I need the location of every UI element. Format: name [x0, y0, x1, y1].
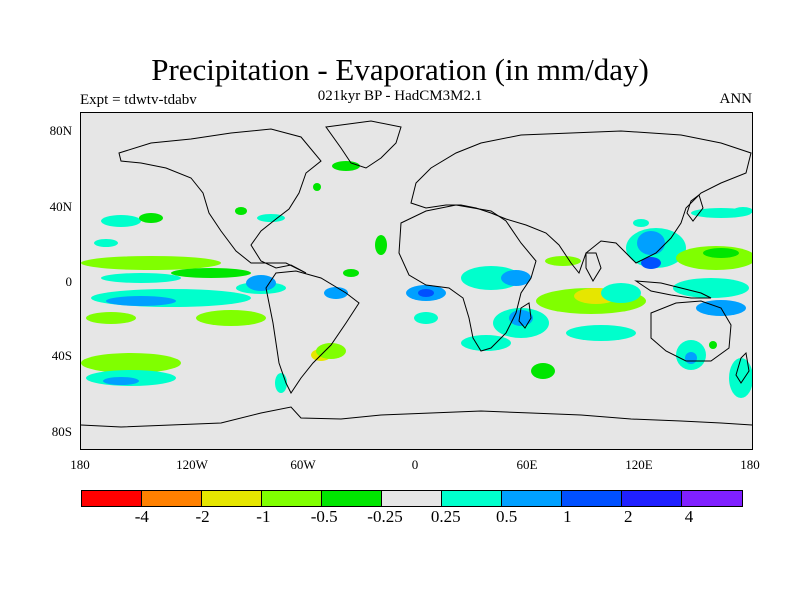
- colorbar-label: -0.5: [310, 507, 338, 526]
- australia-coast: [650, 300, 732, 362]
- colorbar-swatch: [262, 491, 322, 506]
- anomaly-patch: [729, 358, 752, 398]
- anomaly-patch: [246, 275, 276, 291]
- map-canvas: [81, 120, 752, 428]
- lon-label: 180: [70, 457, 90, 472]
- anomaly-patch: [171, 268, 251, 278]
- anomaly-patch: [375, 235, 387, 255]
- anomaly-patch: [235, 207, 247, 215]
- anomaly-patch: [81, 353, 181, 373]
- colorbar: [81, 490, 743, 507]
- lon-label: 60W: [290, 457, 316, 472]
- anomaly-patch: [414, 312, 438, 324]
- greenland-coast: [325, 120, 402, 169]
- experiment-label: Expt = tdwtv-tdabv: [80, 92, 197, 108]
- anomaly-patch: [637, 231, 665, 255]
- anomaly-patch: [257, 214, 285, 222]
- india-peninsula: [585, 252, 602, 283]
- lon-label: 0: [411, 457, 419, 472]
- anomaly-patch: [703, 248, 739, 258]
- chart-title: Precipitation - Evaporation (in mm/day): [151, 52, 649, 87]
- lat-label: 80S: [51, 424, 72, 439]
- lat-label: 0: [65, 274, 73, 289]
- madagascar-coast: [518, 302, 532, 329]
- colorbar-swatch: [202, 491, 262, 506]
- anomaly-patch: [101, 273, 181, 283]
- lon-label: 60E: [516, 457, 538, 472]
- japan-coast: [686, 194, 704, 222]
- lon-label: 120E: [625, 457, 653, 472]
- chart-subtitle: 021kyr BP - HadCM3M2.1: [317, 88, 483, 104]
- colorbar-label: 0.25: [430, 507, 461, 526]
- anomaly-patch: [313, 183, 321, 191]
- colorbar-label: 1: [563, 507, 572, 526]
- anomaly-patch: [709, 341, 717, 349]
- indonesia-coast: [634, 280, 712, 299]
- colorbar-swatch: [562, 491, 622, 506]
- anomaly-patch: [418, 289, 434, 297]
- anomaly-patch: [461, 266, 521, 290]
- colorbar-label: 0.5: [495, 507, 518, 526]
- anomaly-patch: [101, 215, 141, 227]
- anomaly-patch: [641, 257, 661, 269]
- south-america-coast: [265, 270, 360, 394]
- colorbar-label: -1: [256, 507, 271, 526]
- anomaly-patch: [566, 325, 636, 341]
- antarctica-coast: [81, 406, 752, 428]
- anomaly-patch: [685, 352, 697, 364]
- anomaly-patch: [94, 239, 118, 247]
- new-zealand-coast: [735, 351, 750, 384]
- anomaly-patch: [81, 256, 221, 270]
- anomaly-patch: [106, 296, 176, 306]
- colorbar-label: 2: [623, 507, 633, 526]
- colorbar-swatch: [502, 491, 562, 506]
- colorbar-swatch: [322, 491, 382, 506]
- lon-label: 120W: [176, 457, 208, 472]
- colorbar-swatch: [442, 491, 502, 506]
- anomaly-patch: [545, 256, 581, 266]
- colorbar-label: -2: [195, 507, 210, 526]
- colorbar-swatch: [622, 491, 682, 506]
- colorbar-swatch: [82, 491, 142, 506]
- anomaly-patch: [86, 312, 136, 324]
- colorbar-swatch: [682, 491, 742, 506]
- anomaly-patch: [673, 278, 749, 298]
- anomaly-patch: [196, 310, 266, 326]
- map-panel: [80, 112, 753, 450]
- colorbar-label: 4: [684, 507, 694, 526]
- anomaly-patch: [103, 377, 139, 385]
- colorbar-swatch: [382, 491, 442, 506]
- colorbar-label: -0.25: [367, 507, 403, 526]
- coastlines: [81, 120, 752, 428]
- season-label: ANN: [719, 91, 753, 107]
- lat-label: 40N: [49, 199, 72, 214]
- anomaly-patch: [501, 270, 531, 286]
- eurasia-coast: [410, 130, 752, 275]
- anomaly-patch: [343, 269, 359, 277]
- colorbar-swatch: [142, 491, 202, 506]
- anomaly-patch: [332, 161, 360, 171]
- anomaly-patch: [531, 363, 555, 379]
- anomaly-patch: [324, 287, 348, 299]
- anomaly-field: [81, 161, 752, 398]
- lat-label: 80N: [49, 123, 72, 138]
- anomaly-patch: [461, 335, 511, 351]
- anomaly-patch: [139, 213, 163, 223]
- lat-label: 40S: [51, 348, 72, 363]
- colorbar-label: -4: [134, 507, 149, 526]
- lon-label: 180: [740, 457, 760, 472]
- anomaly-patch: [733, 207, 752, 215]
- africa-coast: [398, 204, 537, 352]
- anomaly-patch: [275, 373, 287, 393]
- anomaly-patch: [316, 343, 346, 359]
- north-america-coast: [118, 128, 322, 274]
- anomaly-patch: [633, 219, 649, 227]
- anomaly-patch: [601, 283, 641, 303]
